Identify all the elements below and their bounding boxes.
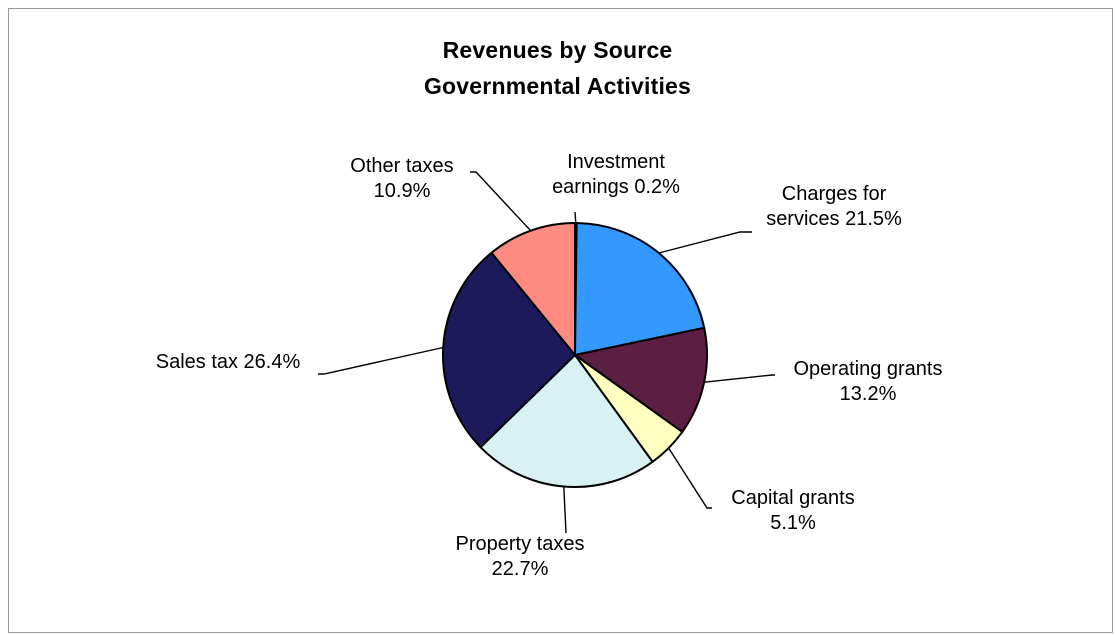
leader-line-other-taxes bbox=[470, 171, 532, 232]
leader-line-property-taxes bbox=[563, 486, 567, 534]
label-investment-earnings: Investment earnings 0.2% bbox=[552, 151, 680, 198]
leader-line-sales-tax bbox=[318, 346, 444, 375]
slice-sales-tax bbox=[442, 251, 577, 449]
chart-subtitle: Governmental Activities bbox=[423, 73, 692, 99]
chart-title: Revenues by Source bbox=[442, 37, 673, 63]
slice-labels: Investment earnings 0.2% Charges for servic… bbox=[156, 151, 943, 580]
label-charges-for-services: Charges for services 21.5% bbox=[766, 183, 902, 230]
label-capital-grants: Capital grants 5.1% bbox=[731, 487, 854, 534]
leader-lines bbox=[318, 171, 775, 534]
pie-slices bbox=[442, 221, 708, 488]
leader-line-operating-grants bbox=[704, 374, 775, 383]
leader-line-charges-for-services bbox=[658, 231, 752, 254]
leader-line-investment-earnings bbox=[574, 211, 577, 224]
label-property-taxes: Property taxes 22.7% bbox=[456, 533, 585, 580]
label-other-taxes: Other taxes 10.9% bbox=[350, 155, 453, 202]
label-sales-tax: Sales tax 26.4% bbox=[156, 351, 301, 373]
slice-operating-grants bbox=[572, 326, 708, 434]
label-operating-grants: Operating grants 13.2% bbox=[794, 358, 943, 405]
slice-charges-for-services bbox=[573, 221, 706, 357]
leader-line-capital-grants bbox=[668, 447, 712, 509]
